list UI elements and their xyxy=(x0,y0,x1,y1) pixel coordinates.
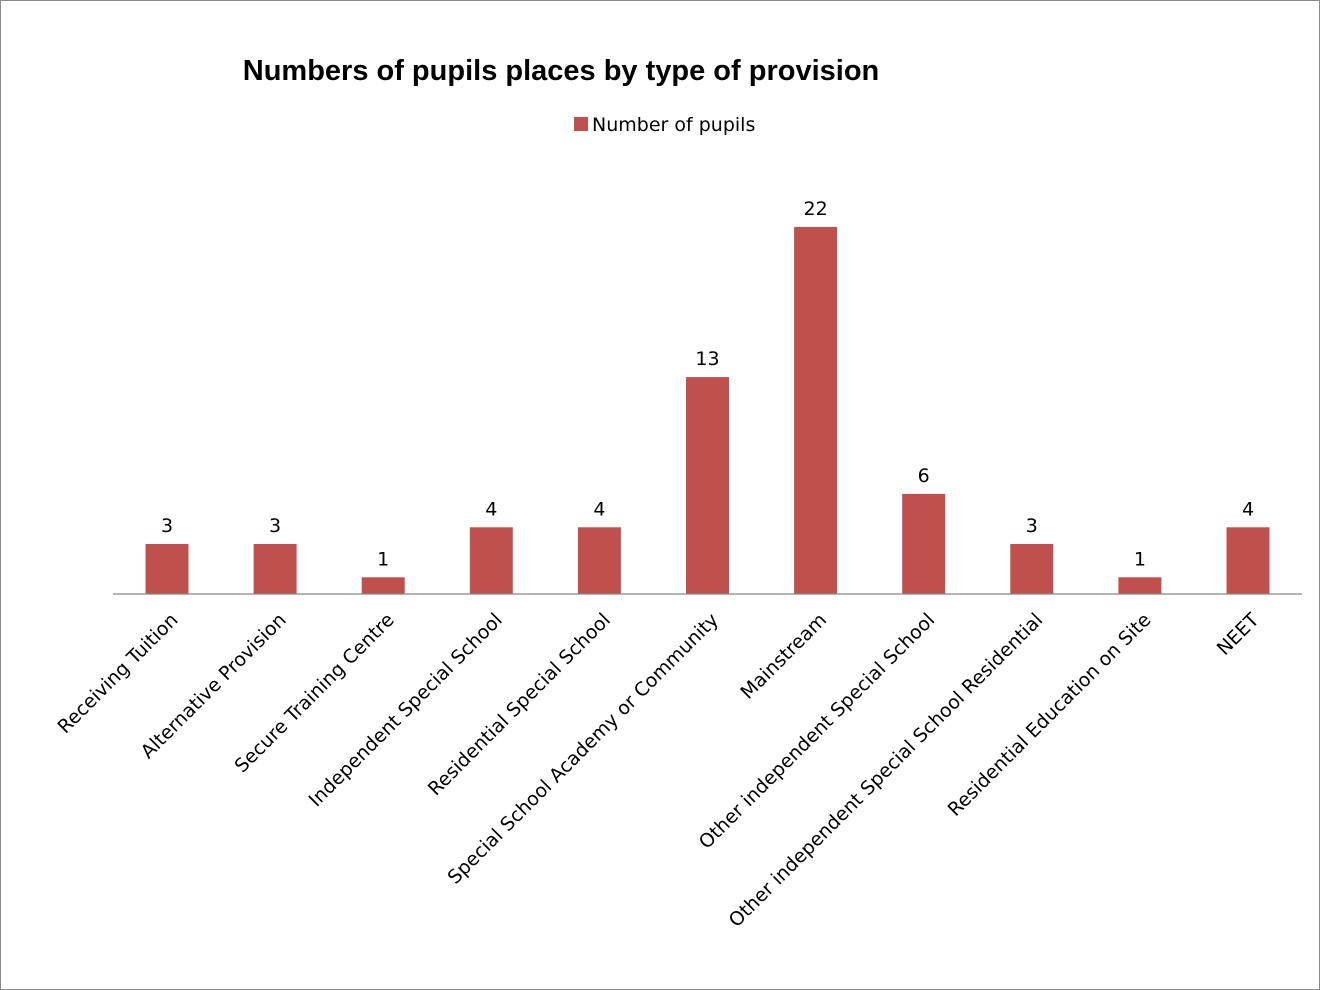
x-tick-label-4: Residential Special School xyxy=(424,609,615,800)
bar-7 xyxy=(902,494,945,594)
data-label-10: 4 xyxy=(1242,498,1254,520)
legend: Number of pupils xyxy=(574,114,755,136)
bar-1 xyxy=(254,544,297,594)
data-label-2: 1 xyxy=(377,548,389,570)
data-label-9: 1 xyxy=(1134,548,1146,570)
x-tick-label-0: Receiving Tuition xyxy=(53,609,182,738)
data-label-3: 4 xyxy=(485,498,497,520)
data-label-8: 3 xyxy=(1026,515,1038,537)
data-label-7: 6 xyxy=(918,465,930,487)
data-label-6: 22 xyxy=(804,198,828,220)
bar-2 xyxy=(362,577,405,594)
data-label-4: 4 xyxy=(593,498,605,520)
bar-10 xyxy=(1227,527,1270,594)
x-tick-label-6: Mainstream xyxy=(736,609,831,704)
bar-0 xyxy=(146,544,189,594)
x-tick-label-7: Other independent Special School xyxy=(695,609,939,853)
bar-6 xyxy=(794,227,837,594)
bar-8 xyxy=(1010,544,1053,594)
x-tick-label-3: Independent Special School xyxy=(305,609,507,811)
data-label-5: 13 xyxy=(695,348,719,370)
x-tick-label-9: Residential Education on Site xyxy=(944,609,1156,821)
data-label-0: 3 xyxy=(161,515,173,537)
x-tick-label-10: NEET xyxy=(1213,609,1264,660)
legend-swatch xyxy=(574,117,588,131)
bar-5 xyxy=(686,377,729,594)
legend-label: Number of pupils xyxy=(592,114,755,136)
bar-4 xyxy=(578,527,621,594)
plot-area: 3 3 1 4 4 13 22 6 3 1 4 xyxy=(146,198,1270,594)
data-label-1: 3 xyxy=(269,515,281,537)
bar-3 xyxy=(470,527,513,594)
chart-title: Numbers of pupils places by type of prov… xyxy=(243,55,880,87)
bar-9 xyxy=(1118,577,1161,594)
